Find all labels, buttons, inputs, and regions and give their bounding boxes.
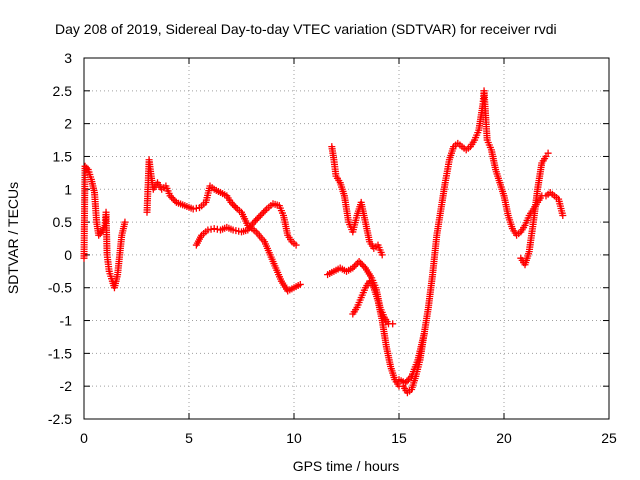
data-point: [544, 149, 552, 157]
y-tick-label: 2.5: [53, 83, 73, 99]
data-point: [83, 164, 91, 172]
data-point: [171, 197, 179, 205]
data-point: [404, 376, 412, 384]
y-tick-label: 1.5: [53, 148, 73, 164]
data-point: [253, 215, 261, 223]
data-point: [252, 216, 260, 224]
x-tick-label: 15: [391, 430, 407, 446]
data-point: [232, 203, 240, 211]
x-tick-label: 0: [80, 430, 88, 446]
data-point: [258, 210, 266, 218]
data-point: [168, 193, 176, 201]
data-point: [255, 213, 263, 221]
x-tick-label: 25: [601, 430, 617, 446]
data-point: [227, 198, 235, 206]
data-point: [260, 208, 268, 216]
x-tick-label: 10: [286, 430, 302, 446]
y-tick-label: -0.5: [48, 280, 72, 296]
y-axis-label: SDTVAR / TECUs: [5, 182, 21, 294]
data-point: [352, 261, 360, 269]
y-tick-label: 1: [64, 181, 72, 197]
data-point: [250, 218, 258, 226]
data-point: [204, 226, 212, 234]
data-point: [420, 330, 428, 338]
y-tick-label: 0: [64, 247, 72, 263]
data-point: [230, 202, 238, 210]
x-axis-label: GPS time / hours: [293, 458, 400, 474]
chart-title: Day 208 of 2019, Sidereal Day-to-day VTE…: [55, 21, 557, 37]
data-point: [189, 205, 197, 213]
y-tick-label: -2: [60, 378, 73, 394]
y-tick-label: 0.5: [53, 214, 73, 230]
data-point: [256, 212, 264, 220]
grid-lines: [84, 58, 609, 419]
data-point: [81, 162, 89, 170]
y-tick-label: 3: [64, 50, 72, 66]
data-point: [229, 200, 237, 208]
data-point: [121, 218, 129, 226]
data-point: [207, 225, 215, 233]
data-point: [357, 259, 365, 267]
data-point: [296, 280, 304, 288]
data-point: [389, 320, 397, 328]
data-point: [192, 204, 200, 212]
data-point: [360, 262, 368, 270]
data-point: [401, 379, 409, 387]
y-axis: -2.5 -2 -1.5 -1 -0.5 0 0.5 1 1.5 2 2.5 3: [48, 50, 609, 427]
y-tick-label: 2: [64, 116, 72, 132]
data-point: [169, 195, 177, 203]
x-axis: 0 5 10 15 20 25: [80, 58, 617, 446]
data-point: [403, 377, 411, 385]
data-point: [166, 192, 174, 200]
data-point: [349, 264, 357, 272]
data-point: [350, 262, 358, 270]
data-point: [406, 374, 414, 382]
data-point: [292, 241, 300, 249]
data-point: [96, 230, 104, 238]
data-series: [80, 87, 567, 397]
y-tick-label: -2.5: [48, 411, 72, 427]
data-point: [355, 257, 363, 265]
y-tick-label: -1: [60, 313, 73, 329]
y-tick-label: -1.5: [48, 345, 72, 361]
data-point: [95, 231, 103, 239]
x-tick-label: 5: [185, 430, 193, 446]
data-point: [559, 212, 567, 220]
data-point: [378, 251, 386, 259]
data-point: [261, 207, 269, 215]
x-tick-label: 20: [496, 430, 512, 446]
data-point: [358, 261, 366, 269]
data-point: [210, 225, 218, 233]
